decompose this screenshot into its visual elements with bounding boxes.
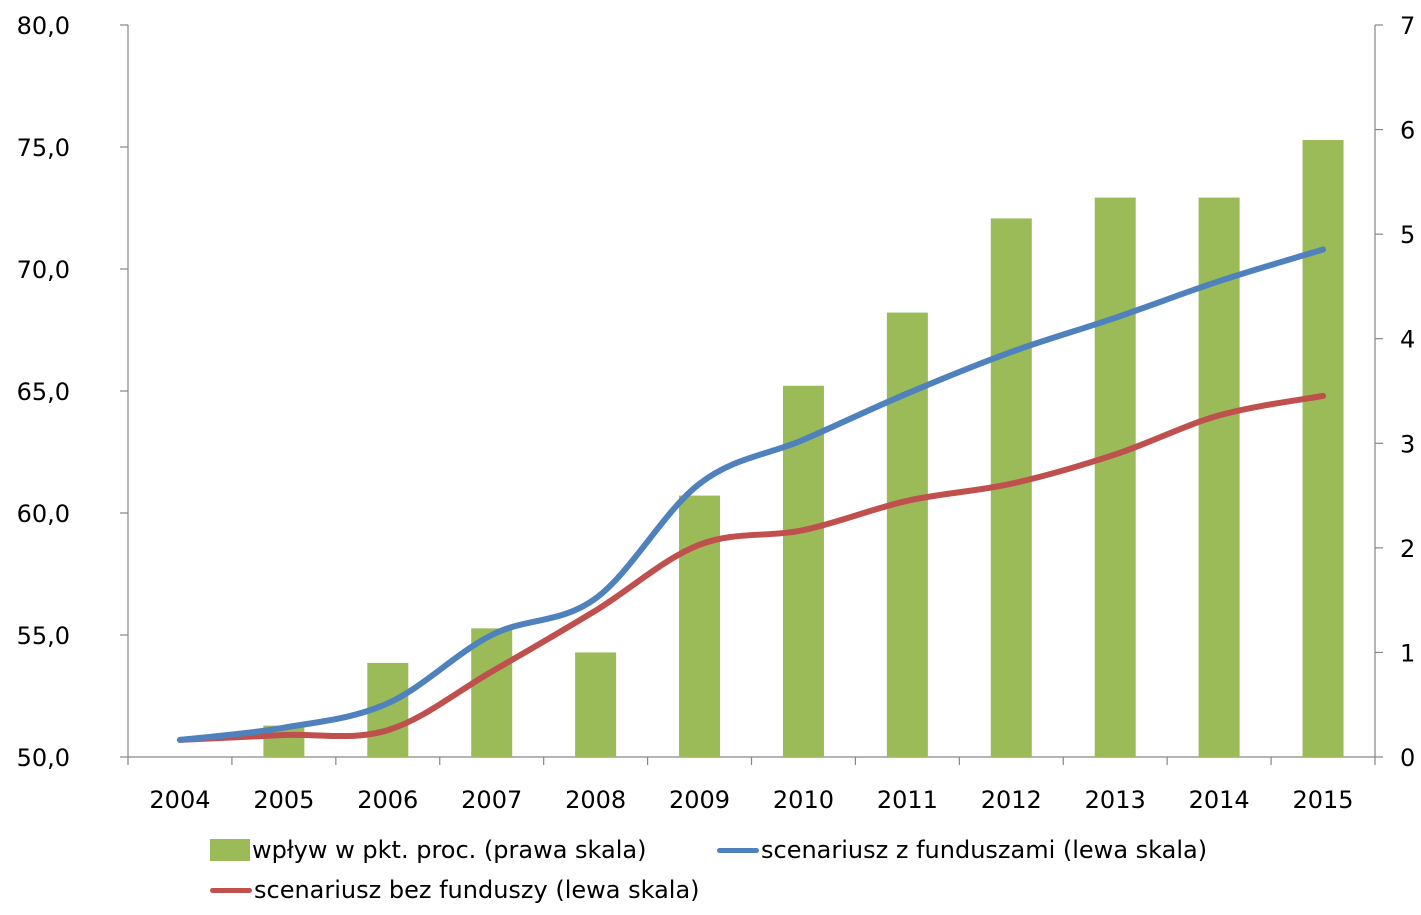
right-tick-label: 1: [1400, 639, 1415, 667]
left-tick-label: 55,0: [17, 622, 70, 650]
x-tick-label: 2009: [669, 786, 730, 814]
left-tick-label: 70,0: [17, 256, 70, 284]
bar: [575, 652, 617, 757]
x-tick-label: 2013: [1085, 786, 1146, 814]
bar: [679, 495, 721, 757]
x-tick-label: 2005: [253, 786, 314, 814]
right-tick-label: 5: [1400, 221, 1415, 249]
bar: [1094, 197, 1136, 758]
x-tick-label: 2004: [149, 786, 210, 814]
right-tick-label: 6: [1400, 117, 1415, 145]
bar: [1198, 197, 1240, 758]
line-without-funds: [176, 392, 1327, 743]
left-tick-label: 60,0: [17, 500, 70, 528]
bar: [471, 628, 513, 757]
x-tick-label: 2011: [877, 786, 938, 814]
x-tick-label: 2010: [773, 786, 834, 814]
x-tick-label: 2007: [461, 786, 522, 814]
left-tick-label: 65,0: [17, 378, 70, 406]
bar: [886, 312, 928, 757]
left-tick-label: 75,0: [17, 134, 70, 162]
bar: [1302, 140, 1344, 757]
right-tick-label: 7: [1400, 12, 1415, 40]
line-with-funds: [176, 246, 1327, 743]
axes: [120, 24, 1383, 765]
right-tick-label: 3: [1400, 430, 1415, 458]
tick-labels: 50,0 55,0 60,0 65,0 70,0 75,0 80,0 0 1 2 3 4 5 6 7 2004…: [17, 12, 1416, 814]
right-tick-label: 4: [1400, 326, 1415, 354]
bar-series: [263, 140, 1344, 758]
left-tick-label: 80,0: [17, 12, 70, 40]
right-tick-label: 0: [1400, 744, 1415, 772]
x-tick-label: 2015: [1293, 786, 1354, 814]
x-tick-label: 2012: [981, 786, 1042, 814]
x-tick-label: 2006: [357, 786, 418, 814]
line-series: [176, 246, 1327, 743]
left-tick-label: 50,0: [17, 744, 70, 772]
x-tick-label: 2008: [565, 786, 626, 814]
right-tick-label: 2: [1400, 535, 1415, 563]
x-tick-label: 2014: [1189, 786, 1250, 814]
